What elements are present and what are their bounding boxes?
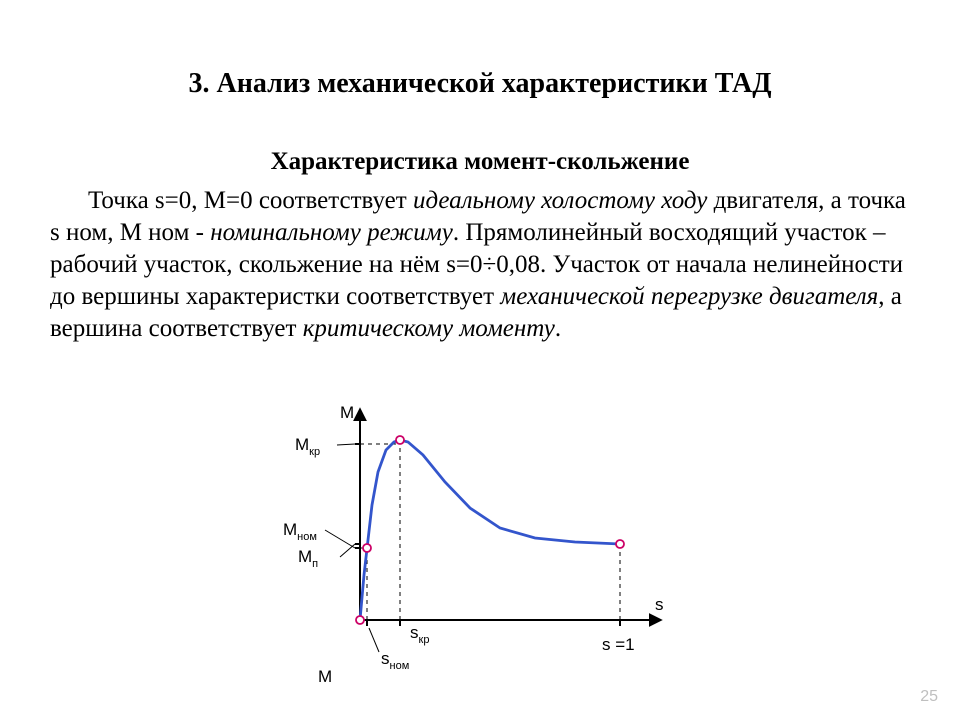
slide-paragraph: Точка s=0, M=0 соответствует идеальному …	[50, 185, 920, 345]
slide-subtitle: Характеристика момент-скольжение	[0, 148, 960, 176]
chart-svg: Ms M Mкр Mном Mп sномsкр s =1	[260, 400, 700, 700]
y-label: Mном	[283, 520, 317, 543]
y-label: Mп	[298, 547, 318, 570]
leader-line	[337, 444, 355, 445]
leader-line	[369, 628, 379, 652]
curve-marker	[396, 436, 404, 444]
x-tick-label: sкр	[410, 623, 429, 646]
slide-title: 3. Анализ механической характеристики ТА…	[0, 68, 960, 100]
x-tick-label: s =1	[602, 635, 635, 654]
curve-marker	[363, 544, 371, 552]
page-number: 25	[920, 688, 938, 706]
y-axis-label: M	[340, 403, 354, 422]
leader-line	[340, 544, 355, 557]
x-axis-label: s	[655, 595, 664, 614]
y-label: Mкр	[295, 435, 320, 458]
x-tick-label: sном	[381, 649, 409, 672]
curve-marker	[356, 616, 364, 624]
curve-marker	[616, 540, 624, 548]
leader-line	[325, 530, 355, 548]
torque-slip-curve	[360, 440, 620, 620]
lower-m-label: M	[318, 667, 332, 686]
torque-slip-chart: Ms M Mкр Mном Mп sномsкр s =1	[260, 400, 700, 700]
